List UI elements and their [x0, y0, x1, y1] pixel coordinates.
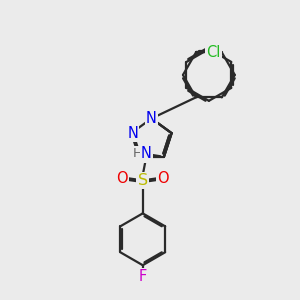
Text: N: N — [146, 111, 157, 126]
Text: F: F — [139, 269, 147, 284]
Text: O: O — [116, 170, 128, 185]
Text: N: N — [127, 126, 138, 141]
Text: Cl: Cl — [206, 45, 221, 60]
Text: N: N — [141, 146, 152, 161]
Text: S: S — [138, 173, 148, 188]
Text: H: H — [133, 147, 142, 161]
Text: O: O — [158, 170, 169, 185]
